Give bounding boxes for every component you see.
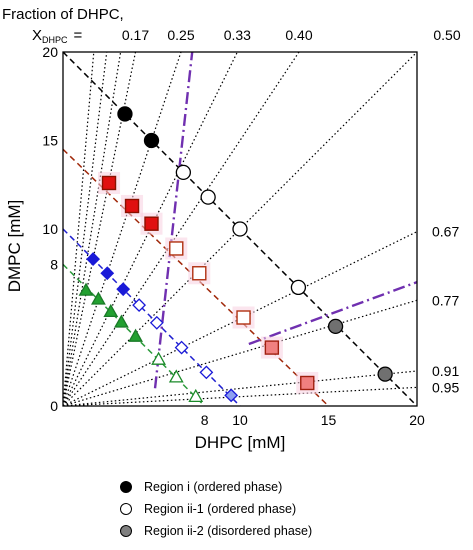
y-tick-label: 0 <box>50 398 58 414</box>
fraction-label: 0.33 <box>224 27 251 43</box>
open-circle-icon <box>120 503 132 515</box>
legend: Region i (ordered phase) Region ii-1 (or… <box>120 476 312 542</box>
diamond-marker <box>86 252 101 267</box>
fraction-label: 0.40 <box>285 27 312 43</box>
fraction-label: 0.77 <box>432 292 459 308</box>
y-tick-label: 8 <box>50 256 58 272</box>
gray-circle-icon <box>120 525 132 537</box>
square-marker <box>124 198 140 214</box>
data-points <box>78 106 393 403</box>
fraction-label: 0.25 <box>167 27 194 43</box>
square-marker <box>300 375 315 391</box>
x-tick-label: 10 <box>232 412 248 428</box>
circle-marker <box>143 132 160 149</box>
triangle-marker <box>188 388 204 403</box>
triangle-marker <box>103 303 119 318</box>
triangle-marker <box>128 328 143 342</box>
phase-boundary-lines <box>153 52 417 389</box>
legend-label: Region ii-2 (disordered phase) <box>144 524 313 538</box>
circle-marker <box>232 221 248 237</box>
legend-item-region-ii-2: Region ii-2 (disordered phase) <box>120 520 312 542</box>
y-tick-label: 20 <box>42 44 58 60</box>
fraction-label: 0.50 <box>433 27 460 43</box>
fraction-label: 0.91 <box>432 363 459 379</box>
fraction-ray <box>63 370 417 406</box>
diamond-marker <box>100 266 115 281</box>
circle-marker <box>175 164 192 181</box>
fraction-label: 0.95 <box>432 379 459 395</box>
fraction-ray <box>63 52 95 406</box>
fraction-labels: 0.17 0.25 0.33 0.40 0.50 0.67 0.77 0.910.95 <box>122 27 461 395</box>
x-tick-label: 15 <box>321 412 337 428</box>
fraction-ray <box>63 52 300 406</box>
fraction-ray <box>63 386 417 406</box>
circle-marker <box>327 318 344 335</box>
circle-marker <box>290 279 307 296</box>
circle-marker <box>200 189 216 205</box>
fraction-ray <box>63 52 182 406</box>
circle-marker <box>117 106 133 122</box>
triangle-marker <box>90 291 106 305</box>
y-axis-label: DMPC [mM] <box>5 200 24 293</box>
triangle-marker <box>151 351 166 365</box>
legend-label: Region i (ordered phase) <box>144 480 283 494</box>
filled-circle-icon <box>120 481 132 493</box>
square-marker <box>236 310 251 325</box>
triangle-marker <box>113 314 129 328</box>
legend-label: Region ii-1 (ordered phase) <box>144 502 297 516</box>
x-axis-label: DHPC [mM] <box>195 433 286 452</box>
square-marker <box>101 175 117 191</box>
fraction-ray <box>63 299 417 406</box>
x-tick-label: 20 <box>409 412 425 428</box>
fraction-ray <box>63 52 108 406</box>
triangle-marker <box>168 369 184 383</box>
circle-marker <box>377 366 393 382</box>
fraction-label: 0.17 <box>122 27 149 43</box>
fraction-ray <box>63 52 417 406</box>
diamond-marker <box>149 315 164 330</box>
y-tick-label: 10 <box>42 221 58 237</box>
legend-item-region-ii-1: Region ii-1 (ordered phase) <box>120 498 312 520</box>
phase-boundary <box>153 52 194 389</box>
fraction-ray <box>63 52 137 406</box>
square-marker <box>192 266 207 281</box>
diamond-marker <box>174 340 189 355</box>
legend-item-region-i: Region i (ordered phase) <box>120 476 312 498</box>
y-tick-label: 15 <box>42 133 58 149</box>
fraction-title: Fraction of DHPC, <box>2 6 124 23</box>
triangle-marker <box>78 282 94 296</box>
square-marker <box>144 216 159 231</box>
phase-boundary <box>248 280 417 346</box>
plot-frame <box>62 51 418 407</box>
diamond-marker <box>132 298 147 313</box>
diamond-marker <box>116 282 131 297</box>
diamond-marker <box>224 388 239 403</box>
phase-diagram-chart: Fraction of DHPC, XDHPC = 0.17 0.25 0.33 0.4… <box>2 6 461 452</box>
diamond-marker <box>199 365 214 380</box>
x-dhpc-symbol: XDHPC = <box>32 27 83 45</box>
y-tick-labels: 0 8 10 15 20 <box>42 44 58 414</box>
square-marker <box>264 340 280 355</box>
fraction-label: 0.67 <box>432 224 459 240</box>
fraction-ray <box>63 52 122 406</box>
x-tick-label: 8 <box>201 412 209 428</box>
square-marker <box>169 241 184 256</box>
x-tick-labels: 8 10 15 20 <box>201 412 425 428</box>
